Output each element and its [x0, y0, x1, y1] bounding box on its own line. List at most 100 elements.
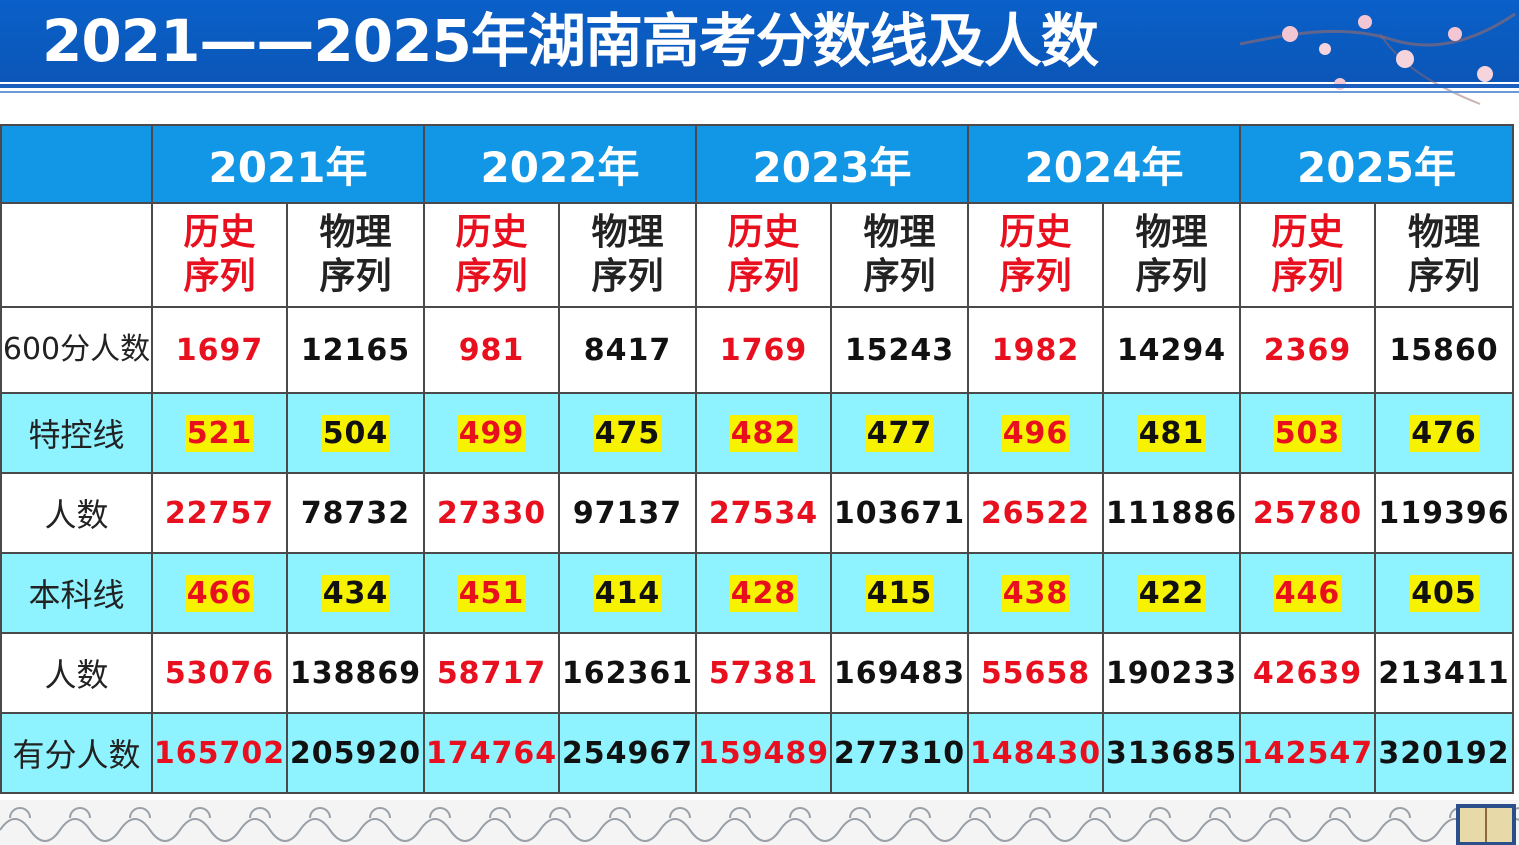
history-value-cell: 503 [1239, 392, 1376, 474]
physics-value: 434 [320, 574, 391, 612]
seq-line: 历史 [727, 212, 800, 253]
physics-value-cell: 254967 [558, 712, 697, 794]
physics-value-cell: 434 [286, 552, 425, 634]
physics-value: 213411 [1378, 655, 1510, 691]
history-value: 22757 [164, 495, 275, 531]
physics-value-cell: 320192 [1374, 712, 1514, 794]
blank-label-cell [0, 202, 153, 308]
history-value: 1769 [719, 332, 808, 368]
seq-line: 序列 [455, 256, 528, 297]
history-value-cell: 451 [423, 552, 560, 634]
row-undergrad-line: 本科线 466 434 451 414 428 415 438 422 446 405 [0, 552, 1514, 634]
physics-value: 320192 [1378, 735, 1510, 771]
physics-value: 475 [592, 414, 663, 452]
seq-line: 历史 [183, 212, 256, 253]
physics-value-cell: 8417 [558, 306, 697, 394]
history-value-cell: 2369 [1239, 306, 1376, 394]
physics-value-cell: 169483 [830, 632, 969, 714]
row-special-count: 人数 22757 78732 27330 97137 27534 103671 26522 11… [0, 472, 1514, 554]
row-label: 人数 [0, 632, 153, 714]
history-value: 148430 [969, 735, 1102, 771]
history-value-cell: 174764 [423, 712, 560, 794]
history-value: 451 [456, 574, 527, 612]
physics-value-cell: 504 [286, 392, 425, 474]
history-value: 438 [1000, 574, 1071, 612]
seq-line: 序列 [863, 256, 936, 297]
seq-line: 物理 [863, 212, 936, 253]
row-special-line: 特控线 521 504 499 475 482 477 496 481 503 476 [0, 392, 1514, 474]
history-seq-header: 历史 序列 [151, 202, 288, 308]
physics-value-cell: 405 [1374, 552, 1514, 634]
physics-value-cell: 111886 [1102, 472, 1241, 554]
book-decoration [1456, 804, 1516, 845]
history-seq-header: 历史 序列 [423, 202, 560, 308]
physics-value: 313685 [1105, 735, 1238, 771]
physics-value: 254967 [561, 735, 694, 771]
physics-value: 477 [864, 414, 935, 452]
history-value: 1982 [991, 332, 1080, 368]
history-value: 53076 [164, 655, 275, 691]
history-seq-header: 历史 序列 [695, 202, 832, 308]
history-value: 466 [184, 574, 255, 612]
physics-value: 504 [320, 414, 391, 452]
history-value-cell: 26522 [967, 472, 1104, 554]
physics-value: 14294 [1116, 332, 1227, 368]
physics-value-cell: 313685 [1102, 712, 1241, 794]
seq-line: 历史 [999, 212, 1072, 253]
seq-line: 历史 [1271, 212, 1344, 253]
year-2021: 2021年 [151, 124, 425, 204]
physics-value-cell: 477 [830, 392, 969, 474]
history-value-cell: 438 [967, 552, 1104, 634]
history-value: 58717 [436, 655, 547, 691]
physics-value: 277310 [833, 735, 966, 771]
history-value-cell: 27330 [423, 472, 560, 554]
history-value-cell: 1982 [967, 306, 1104, 394]
history-value-cell: 148430 [967, 712, 1104, 794]
physics-value-cell: 277310 [830, 712, 969, 794]
history-seq-header: 历史 序列 [1239, 202, 1376, 308]
physics-value-cell: 12165 [286, 306, 425, 394]
year-2024: 2024年 [967, 124, 1241, 204]
history-value: 482 [728, 414, 799, 452]
history-value-cell: 159489 [695, 712, 832, 794]
seq-line: 物理 [1407, 212, 1480, 253]
physics-value-cell: 103671 [830, 472, 969, 554]
physics-value-cell: 414 [558, 552, 697, 634]
history-value: 1697 [175, 332, 264, 368]
physics-value-cell: 476 [1374, 392, 1514, 474]
physics-value: 78732 [300, 495, 411, 531]
row-label: 600分人数 [0, 306, 153, 394]
title-bar: 2021——2025年湖南高考分数线及人数 [0, 0, 1519, 82]
history-value: 521 [184, 414, 255, 452]
physics-seq-header: 物理 序列 [1374, 202, 1514, 308]
seq-line: 序列 [183, 256, 256, 297]
history-value: 165702 [153, 735, 286, 771]
physics-value: 119396 [1378, 495, 1510, 531]
history-value: 142547 [1241, 735, 1374, 771]
history-value-cell: 57381 [695, 632, 832, 714]
history-value-cell: 58717 [423, 632, 560, 714]
history-value-cell: 53076 [151, 632, 288, 714]
physics-value-cell: 15243 [830, 306, 969, 394]
title-rule-thin [0, 91, 1519, 93]
history-value: 446 [1272, 574, 1343, 612]
history-value-cell: 1697 [151, 306, 288, 394]
history-value: 174764 [425, 735, 558, 771]
seq-line: 物理 [591, 212, 664, 253]
row-label: 特控线 [0, 392, 153, 474]
physics-value-cell: 15860 [1374, 306, 1514, 394]
physics-value: 414 [592, 574, 663, 612]
physics-value: 15243 [844, 332, 955, 368]
row-undergrad-count: 人数 53076 138869 58717 162361 57381 169483 55658… [0, 632, 1514, 714]
seq-line: 历史 [455, 212, 528, 253]
history-value-cell: 42639 [1239, 632, 1376, 714]
history-value-cell: 1769 [695, 306, 832, 394]
physics-value: 103671 [833, 495, 966, 531]
history-value: 499 [456, 414, 527, 452]
physics-seq-header: 物理 序列 [286, 202, 425, 308]
year-2023: 2023年 [695, 124, 969, 204]
history-value-cell: 428 [695, 552, 832, 634]
history-value: 981 [458, 332, 525, 368]
physics-value: 138869 [289, 655, 422, 691]
physics-value: 8417 [583, 332, 672, 368]
